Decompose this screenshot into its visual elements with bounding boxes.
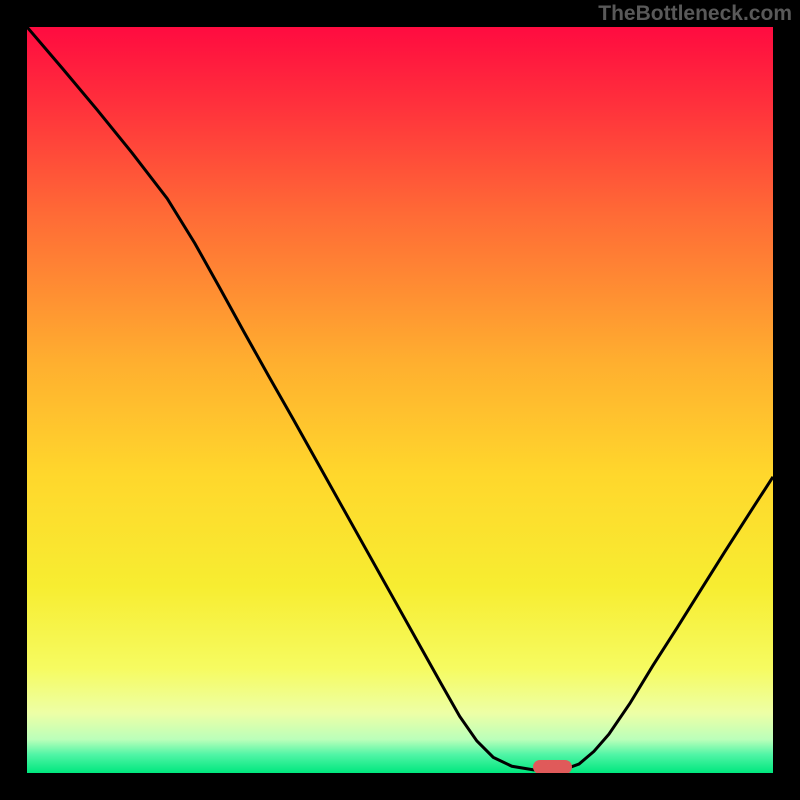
curve-path	[27, 27, 773, 771]
watermark-text: TheBottleneck.com	[598, 2, 792, 26]
optimum-marker	[533, 760, 572, 773]
bottleneck-curve	[27, 27, 773, 773]
plot-area	[27, 27, 773, 773]
